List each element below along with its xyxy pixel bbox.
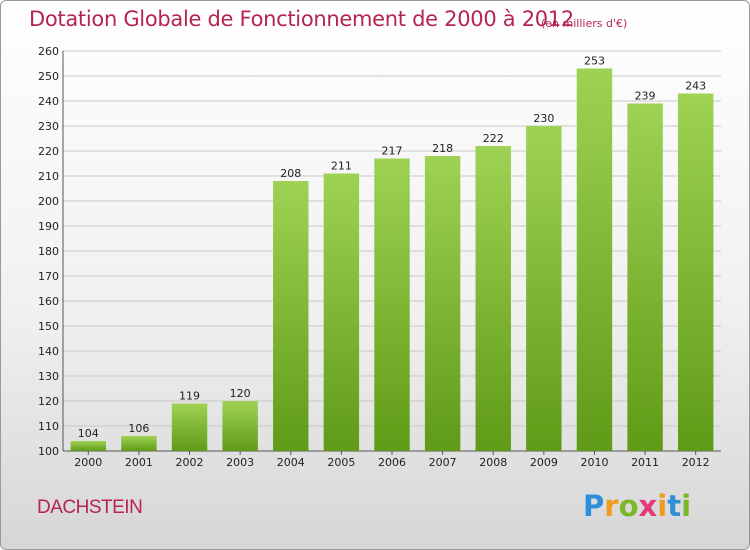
x-tick-label: 2009 [530,456,558,469]
bar [222,401,258,451]
y-tick-label: 140 [38,345,59,358]
data-label: 239 [635,90,656,103]
y-tick-label: 120 [38,395,59,408]
y-tick-label: 230 [38,120,59,133]
x-tick-label: 2011 [631,456,659,469]
x-tick-label: 2010 [580,456,608,469]
bar [526,126,562,451]
x-tick-label: 2012 [682,456,710,469]
y-tick-label: 110 [38,420,59,433]
bar [576,68,613,451]
y-tick-label: 190 [38,220,59,233]
logo-letter: r [604,489,619,523]
x-tick-label: 2005 [327,456,355,469]
data-label: 218 [432,142,453,155]
y-tick-label: 240 [38,95,59,108]
bar [677,93,714,451]
bar [273,181,309,451]
logo-letter: P [583,489,605,523]
bar [171,403,208,451]
data-label: 222 [483,132,504,145]
data-label: 243 [685,80,706,93]
x-tick-label: 2008 [479,456,507,469]
chart-title: Dotation Globale de Fonctionnement de 20… [29,7,574,31]
y-tick-label: 210 [38,170,59,183]
y-tick-label: 260 [38,45,59,58]
logo-letter: x [638,489,658,523]
bar [323,173,360,451]
x-tick-label: 2000 [74,456,102,469]
y-tick-label: 170 [38,270,59,283]
chart-unit: (en milliers d'€) [541,17,628,30]
data-label: 106 [128,422,149,435]
y-tick-label: 130 [38,370,59,383]
label-layer: 100 110 120 130 140 150 160 170 180 190 200 210 220 2… [38,45,710,469]
proxiti-logo: Proxiti [583,489,691,523]
bar [70,441,107,451]
bar [121,436,157,451]
x-tick-label: 2003 [226,456,254,469]
y-tick-label: 220 [38,145,59,158]
y-tick-label: 180 [38,245,59,258]
logo-letter: i [657,489,668,523]
y-tick-label: 250 [38,70,59,83]
data-label: 120 [230,387,251,400]
data-label: 211 [331,160,352,173]
data-label: 119 [179,390,200,403]
bar-layer [70,68,714,451]
logo-letter: t [667,489,682,523]
logo-letter: i [681,489,692,523]
y-tick-label: 160 [38,295,59,308]
bar [374,158,410,451]
data-label: 230 [533,112,554,125]
bar [424,156,461,451]
y-tick-label: 150 [38,320,59,333]
data-label: 208 [280,167,301,180]
x-tick-label: 2002 [176,456,204,469]
x-tick-label: 2006 [378,456,406,469]
x-tick-label: 2004 [277,456,305,469]
y-tick-label: 100 [38,445,59,458]
x-tick-label: 2001 [125,456,153,469]
y-tick-label: 200 [38,195,59,208]
data-label: 217 [382,145,403,158]
logo-letter: o [618,489,639,523]
commune-name: DACHSTEIN [37,497,143,518]
x-tick-label: 2007 [429,456,457,469]
bar [627,103,663,451]
data-label: 104 [78,427,99,440]
bar [475,146,511,451]
data-label: 253 [584,55,605,68]
